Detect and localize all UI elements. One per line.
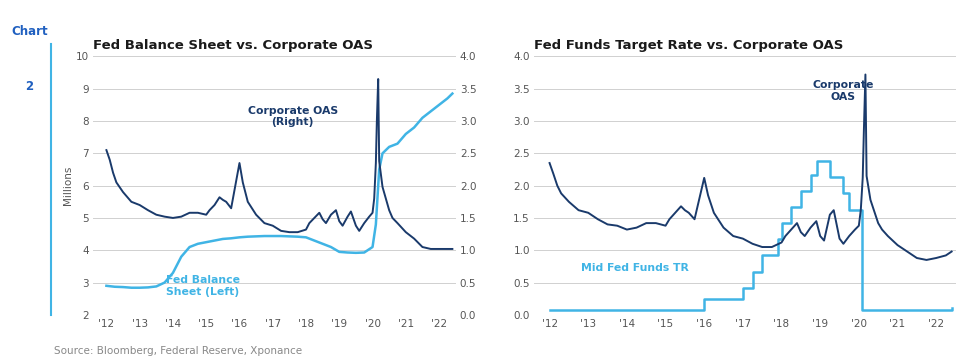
Text: Source: Bloomberg, Federal Reserve, Xponance: Source: Bloomberg, Federal Reserve, Xpon… [54, 346, 302, 356]
Y-axis label: Millions: Millions [63, 166, 74, 205]
Text: Chart: Chart [12, 25, 48, 39]
Text: Fed Funds Target Rate vs. Corporate OAS: Fed Funds Target Rate vs. Corporate OAS [534, 39, 844, 52]
Text: Fed Balance Sheet vs. Corporate OAS: Fed Balance Sheet vs. Corporate OAS [93, 39, 373, 52]
Text: 2: 2 [25, 80, 33, 93]
Text: Mid Fed Funds TR: Mid Fed Funds TR [581, 263, 689, 273]
Text: Corporate
OAS: Corporate OAS [812, 80, 874, 102]
Text: Fed Balance
Sheet (Left): Fed Balance Sheet (Left) [166, 276, 240, 297]
Text: Corporate OAS
(Right): Corporate OAS (Right) [248, 106, 338, 127]
